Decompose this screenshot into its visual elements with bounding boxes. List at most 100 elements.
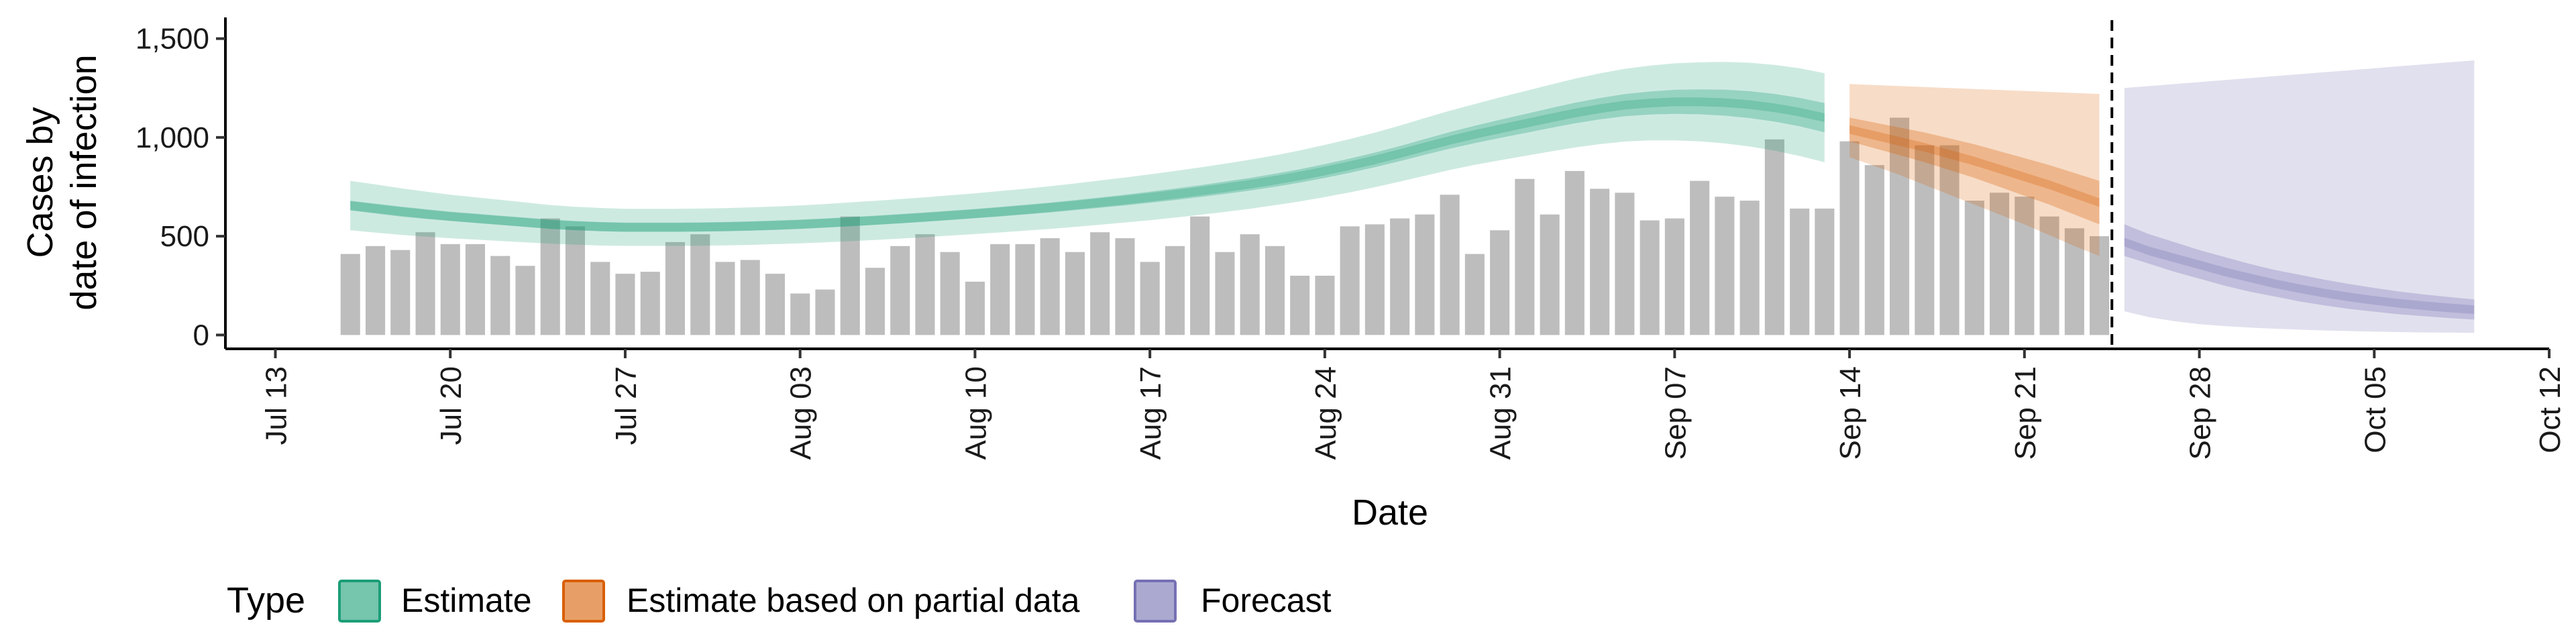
- bar: [640, 272, 660, 335]
- bar: [1764, 139, 1784, 335]
- x-tick-label: Jul 27: [610, 366, 643, 445]
- bar: [1140, 262, 1160, 335]
- bar: [1464, 254, 1485, 335]
- bar: [340, 254, 360, 335]
- band-outer-forecast: [2124, 60, 2475, 333]
- x-axis-title: Date: [1352, 492, 1428, 533]
- bar: [615, 274, 635, 335]
- legend-title: Type: [227, 580, 305, 621]
- bar: [415, 232, 435, 335]
- bar: [1564, 170, 1585, 335]
- legend-label-partial: Estimate based on partial data: [627, 582, 1080, 619]
- bar: [940, 252, 960, 335]
- band-inner-forecast: [2124, 224, 2475, 320]
- bands-layer: [350, 60, 2475, 333]
- bar: [1690, 180, 1710, 335]
- bar: [1964, 201, 1984, 335]
- x-tick-label: Sep 21: [2009, 366, 2042, 460]
- bar: [1615, 193, 1635, 335]
- bar: [465, 244, 485, 335]
- band-median-estimate: [350, 97, 1825, 232]
- bar: [515, 266, 535, 335]
- bar: [1490, 230, 1510, 335]
- x-tick-label: Aug 31: [1485, 366, 1517, 460]
- bar: [690, 234, 710, 335]
- y-tick-label: 0: [193, 319, 209, 352]
- y-tick-label: 1,500: [136, 23, 209, 56]
- band-inner-estimate-based-on-partial-data: [1849, 117, 2100, 225]
- bar: [1165, 246, 1185, 335]
- bar: [1890, 117, 1910, 335]
- bars-layer: [340, 117, 2110, 335]
- legend-item-forecast: Forecast: [1134, 580, 1332, 623]
- bar: [990, 244, 1010, 335]
- x-tick-label: Aug 10: [959, 366, 992, 460]
- bar: [1015, 244, 1035, 335]
- bar: [2064, 228, 2084, 335]
- y-tick-label: 500: [160, 220, 209, 253]
- x-tick-label: Aug 17: [1134, 366, 1167, 460]
- bar: [815, 289, 835, 335]
- bar: [790, 293, 810, 335]
- bar: [490, 256, 511, 335]
- y-axis-title-line2: date of infection: [64, 54, 104, 310]
- band-outer-estimate-based-on-partial-data: [1849, 84, 2100, 256]
- bar: [1415, 214, 1435, 335]
- bar: [1290, 276, 1310, 335]
- x-tick-label: Sep 28: [2184, 366, 2217, 460]
- band-median-estimate-based-on-partial-data: [1849, 125, 2100, 207]
- bar: [1640, 220, 1660, 335]
- band-median-forecast: [2124, 237, 2475, 315]
- bar: [915, 234, 935, 335]
- bar: [2039, 216, 2059, 335]
- bar: [540, 218, 560, 335]
- bar: [2090, 236, 2110, 335]
- bar: [366, 246, 386, 335]
- x-tick-label: Oct 12: [2534, 366, 2567, 453]
- bar: [2015, 197, 2035, 335]
- y-axis-title-line1: Cases by: [20, 107, 60, 258]
- bar: [1315, 276, 1335, 335]
- x-tick-label: Aug 24: [1309, 366, 1342, 460]
- x-tick-label: Oct 05: [2359, 366, 2392, 453]
- band-outer-estimate: [350, 62, 1825, 246]
- bar: [440, 244, 460, 335]
- bar: [1915, 145, 1935, 335]
- bar: [840, 216, 860, 335]
- bar: [1590, 189, 1610, 335]
- bar: [1739, 201, 1760, 335]
- bar: [1040, 238, 1060, 335]
- bar: [1515, 178, 1535, 335]
- bar: [1340, 226, 1360, 335]
- bar: [1839, 141, 1860, 335]
- bar: [890, 246, 910, 335]
- y-tick-label: 1,000: [136, 121, 209, 154]
- bar: [1864, 165, 1884, 335]
- axes-layer: 0 500 1,000 1,500 Jul 13 Jul 20 Jul 27 Aug 03 Au…: [136, 17, 2567, 460]
- bar: [1265, 246, 1285, 335]
- band-inner-estimate: [350, 89, 1825, 232]
- bar: [1440, 195, 1460, 335]
- bar: [1790, 208, 1810, 335]
- legend-key-partial: [562, 580, 605, 623]
- bar: [715, 262, 735, 335]
- x-tick-label: Jul 13: [260, 366, 293, 445]
- bar: [740, 260, 760, 335]
- bar: [1715, 197, 1735, 335]
- bar: [1664, 218, 1684, 335]
- bar: [1390, 218, 1410, 335]
- bar: [590, 262, 610, 335]
- bar: [1990, 193, 2010, 335]
- bar: [1215, 252, 1235, 335]
- bar: [665, 241, 685, 335]
- bar: [1115, 238, 1135, 335]
- x-tick-label: Sep 07: [1659, 366, 1692, 460]
- bar: [1065, 252, 1085, 335]
- bar: [1090, 232, 1110, 335]
- bar: [390, 250, 411, 335]
- bar: [1240, 234, 1260, 335]
- legend-label-forecast: Forecast: [1201, 582, 1332, 619]
- bar: [1190, 216, 1210, 335]
- x-tick-label: Aug 03: [785, 366, 818, 460]
